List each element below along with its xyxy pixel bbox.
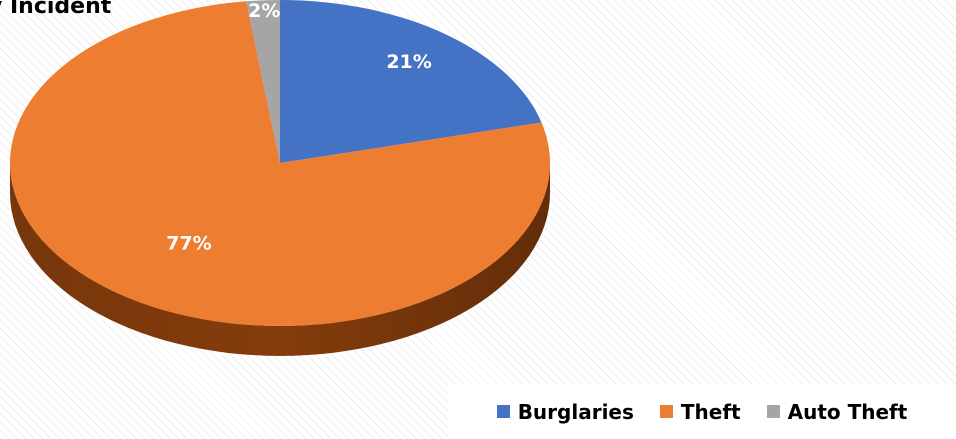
legend-item-auto-theft: Auto Theft [766, 399, 908, 424]
legend-swatch-auto-theft [766, 405, 780, 418]
pie-slice-theft [10, 1, 551, 326]
legend-label-theft: Theft [680, 399, 741, 424]
chart-title: y Incident [0, 0, 112, 19]
legend-swatch-theft [659, 405, 673, 418]
legend-swatch-burglaries [496, 405, 510, 418]
pie-slice-burglaries [280, 0, 542, 163]
data-label-theft: 77% [166, 232, 211, 254]
data-label-burglaries: 21% [386, 51, 431, 73]
data-label-auto-theft: 2% [248, 0, 280, 22]
legend-item-burglaries: Burglaries [496, 399, 634, 424]
pie-side-shade-theft [10, 163, 550, 356]
legend-item-theft: Theft [659, 399, 741, 424]
pie-slice-auto-theft [246, 0, 280, 163]
legend-label-burglaries: Burglaries [517, 399, 634, 424]
legend-label-auto-theft: Auto Theft [787, 399, 908, 424]
chart-legend: Burglaries Theft Auto Theft [448, 384, 956, 439]
